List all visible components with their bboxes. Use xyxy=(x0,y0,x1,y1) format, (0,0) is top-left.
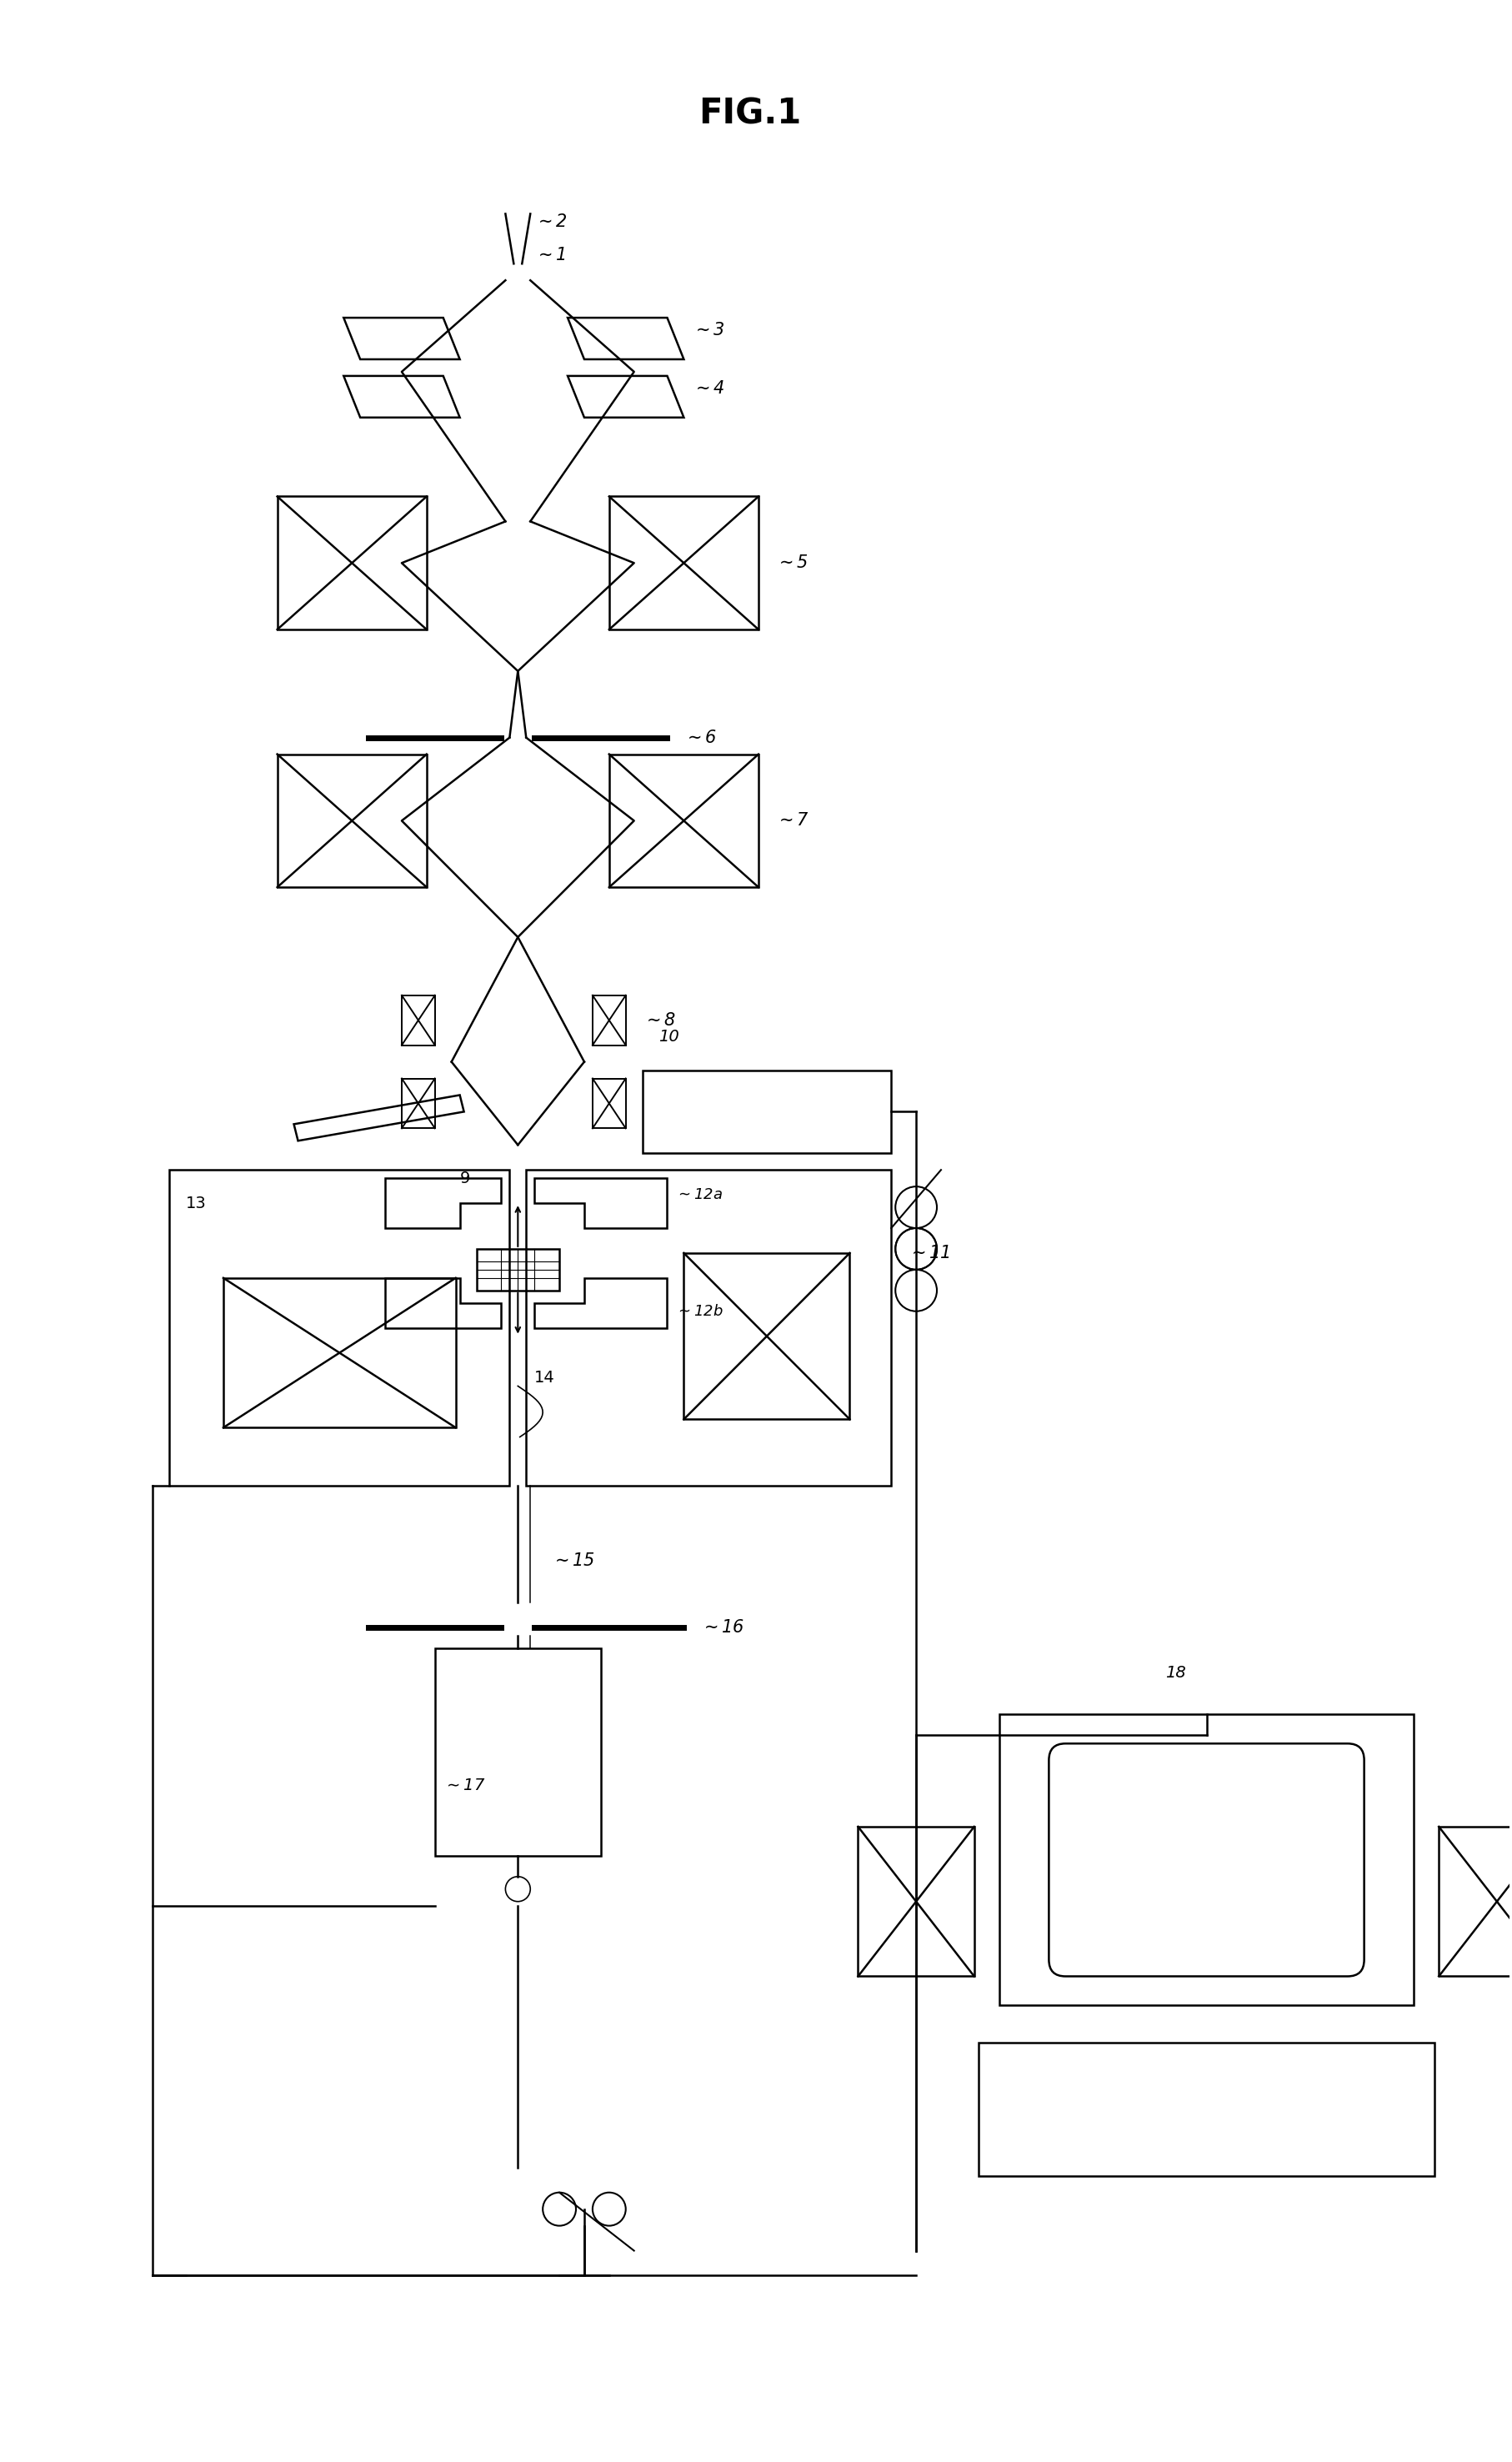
Text: 14: 14 xyxy=(534,1369,555,1386)
Bar xyxy=(169,1169,510,1485)
Bar xyxy=(434,1647,600,1856)
Bar xyxy=(224,1278,455,1428)
Bar xyxy=(1438,1827,1512,1977)
Text: 10: 10 xyxy=(659,1029,679,1044)
Text: $\sim$4: $\sim$4 xyxy=(691,379,724,396)
Bar xyxy=(593,1078,626,1128)
Text: $\sim$1: $\sim$1 xyxy=(534,246,565,263)
Bar xyxy=(609,753,758,886)
Text: $\sim$12a: $\sim$12a xyxy=(676,1187,723,1201)
Bar xyxy=(609,497,758,630)
Text: 9: 9 xyxy=(460,1169,470,1187)
Text: 18: 18 xyxy=(1164,1664,1185,1682)
Text: $\sim$15: $\sim$15 xyxy=(550,1554,594,1568)
Bar xyxy=(277,753,426,886)
Bar xyxy=(857,1827,974,1977)
Bar xyxy=(593,995,626,1046)
Text: $\sim$7: $\sim$7 xyxy=(774,812,809,830)
Bar xyxy=(476,1248,559,1290)
Bar xyxy=(643,1071,891,1152)
Text: $\sim$2: $\sim$2 xyxy=(534,214,567,231)
Bar xyxy=(998,1714,1414,2007)
Text: FIG.1: FIG.1 xyxy=(699,96,801,130)
Text: $\sim$12b: $\sim$12b xyxy=(676,1305,723,1320)
Bar xyxy=(683,1253,850,1418)
Text: $\sim$11: $\sim$11 xyxy=(907,1246,950,1261)
Text: $\sim$3: $\sim$3 xyxy=(691,323,724,340)
Text: $\sim$8: $\sim$8 xyxy=(643,1012,676,1029)
Text: $\sim$5: $\sim$5 xyxy=(774,554,807,571)
Text: $\sim$17: $\sim$17 xyxy=(443,1778,485,1792)
Text: $\sim$16: $\sim$16 xyxy=(700,1620,744,1635)
Bar xyxy=(277,497,426,630)
Text: $\sim$6: $\sim$6 xyxy=(683,729,717,746)
Bar xyxy=(978,2043,1433,2176)
Bar xyxy=(526,1169,891,1485)
Text: 13: 13 xyxy=(186,1194,207,1211)
Bar xyxy=(402,1078,434,1128)
Bar xyxy=(402,995,434,1046)
